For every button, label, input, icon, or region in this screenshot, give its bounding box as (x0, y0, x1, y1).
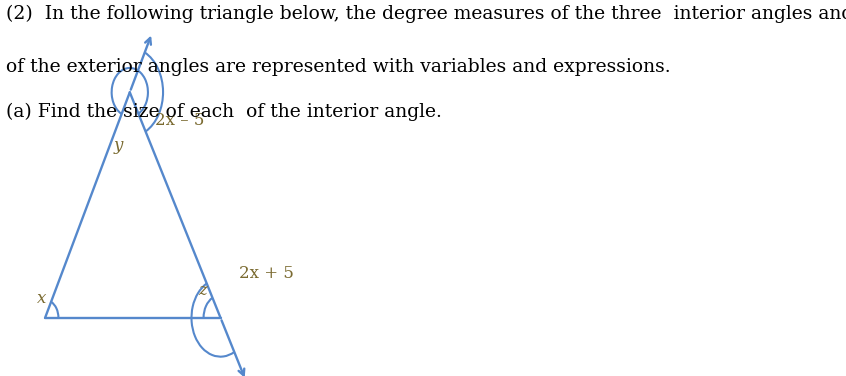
Text: (a) Find the size of each  of the interior angle.: (a) Find the size of each of the interio… (6, 103, 442, 121)
Text: y: y (113, 138, 123, 155)
Text: 2x – 5: 2x – 5 (155, 112, 205, 129)
Text: (2)  In the following triangle below, the degree measures of the three  interior: (2) In the following triangle below, the… (6, 5, 846, 23)
Text: x: x (36, 290, 46, 306)
Text: of the exterior angles are represented with variables and expressions.: of the exterior angles are represented w… (6, 58, 670, 76)
Text: 2x + 5: 2x + 5 (239, 264, 294, 282)
Text: z: z (198, 282, 207, 299)
